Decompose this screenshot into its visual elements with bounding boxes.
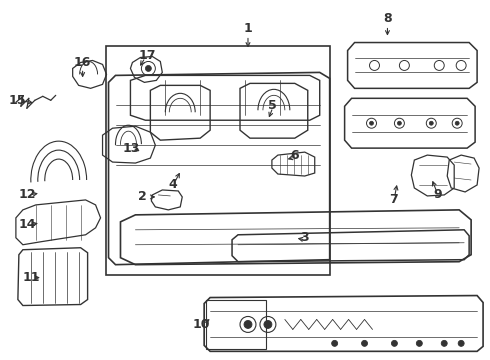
Text: 2: 2: [138, 190, 147, 203]
Text: 15: 15: [9, 94, 26, 107]
Text: 10: 10: [192, 318, 210, 331]
Circle shape: [397, 121, 401, 125]
Text: 13: 13: [122, 141, 140, 155]
Text: 16: 16: [74, 56, 91, 69]
Circle shape: [332, 340, 338, 346]
Circle shape: [416, 340, 422, 346]
Text: 4: 4: [168, 179, 177, 192]
Text: 12: 12: [19, 188, 36, 202]
Circle shape: [392, 340, 397, 346]
Text: 9: 9: [433, 188, 441, 202]
Circle shape: [458, 340, 464, 346]
Text: 7: 7: [390, 193, 398, 206]
Bar: [105, 45, 330, 275]
Circle shape: [146, 66, 151, 71]
Circle shape: [455, 121, 459, 125]
Circle shape: [441, 340, 447, 346]
Text: 11: 11: [23, 271, 40, 284]
Circle shape: [264, 320, 272, 328]
Text: 14: 14: [19, 218, 36, 231]
Circle shape: [369, 121, 373, 125]
Text: 6: 6: [290, 149, 298, 162]
Circle shape: [244, 320, 252, 328]
Circle shape: [362, 340, 368, 346]
Circle shape: [429, 121, 433, 125]
Text: 1: 1: [244, 22, 252, 35]
Text: 3: 3: [300, 231, 308, 244]
Text: 8: 8: [383, 12, 392, 25]
Text: 5: 5: [268, 99, 277, 112]
Bar: [206, 300, 266, 349]
Text: 17: 17: [138, 49, 156, 62]
